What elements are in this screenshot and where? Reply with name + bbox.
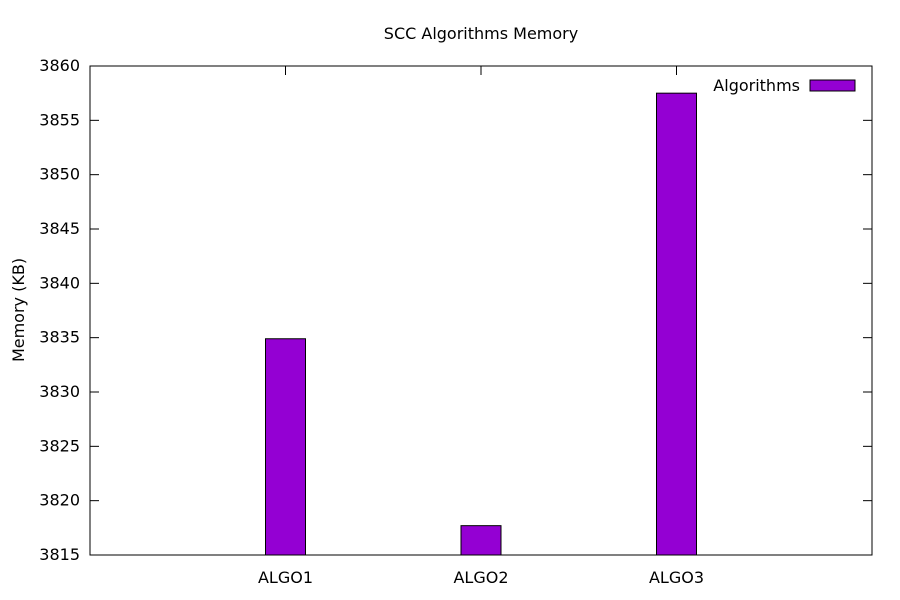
bar (656, 92, 697, 556)
y-ticks: 3815 3820 3825 3830 3835 3840 3845 3850 3855 3860 (39, 56, 872, 564)
legend: Algorithms (713, 76, 856, 95)
bar (460, 525, 502, 556)
y-tick-label: 3860 (39, 56, 80, 75)
plot-frame (89, 65, 873, 556)
legend-label: Algorithms (713, 76, 800, 95)
y-tick-label: 3850 (39, 165, 80, 184)
x-tick-label: ALGO1 (258, 568, 313, 587)
y-tick-label: 3840 (39, 273, 80, 292)
bars (265, 92, 697, 556)
y-tick-label: 3855 (39, 110, 80, 129)
y-tick-label: 3815 (39, 545, 80, 564)
y-tick-label: 3825 (39, 436, 80, 455)
bar (265, 338, 306, 556)
y-tick-label: 3830 (39, 382, 80, 401)
x-tick-label: ALGO2 (453, 568, 508, 587)
y-tick-label: 3835 (39, 328, 80, 347)
y-axis-label: Memory (KB) (9, 258, 28, 362)
x-tick-label: ALGO3 (649, 568, 704, 587)
y-tick-label: 3820 (39, 491, 80, 510)
chart-title: SCC Algorithms Memory (384, 24, 578, 43)
x-ticks: ALGO1 ALGO2 ALGO3 (258, 66, 704, 587)
y-tick-label: 3845 (39, 219, 80, 238)
legend-swatch (809, 79, 856, 92)
